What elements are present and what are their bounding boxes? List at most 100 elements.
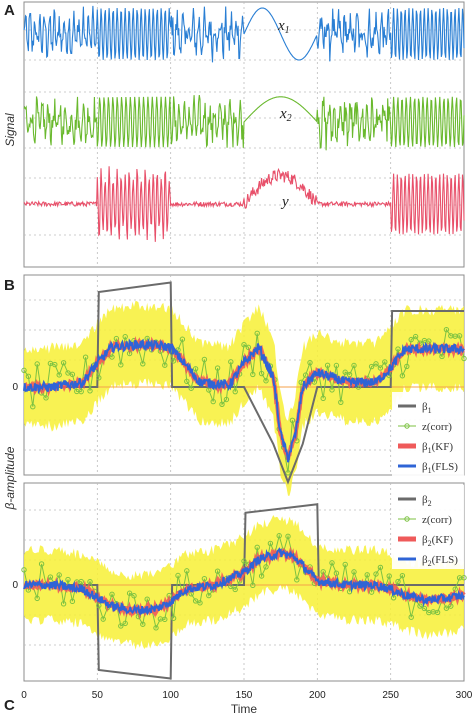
panel-c-corr-point [197,600,203,606]
panel-c-corr-point [399,572,406,579]
panel-b-corr-point [351,362,357,369]
panel-b-corr-point [21,367,27,374]
panel-c-corr-point [276,533,282,539]
panel-b-corr-point [25,373,32,380]
panel-c-corr-point [170,615,177,621]
panel-c-corr-point [206,592,212,599]
panel-b-corr-point [87,388,93,394]
panel-b-corr-point [96,375,102,381]
x-tick-label: 250 [382,690,399,701]
panel-c-fls-line [23,547,465,616]
panel-b-corr-point [338,399,344,406]
panel-b-corr-point [324,362,331,369]
legend-label: z(corr) [422,514,452,526]
panel-c-corr-point [184,568,190,574]
signal-y-line [23,166,465,242]
signal-x2-line [23,95,465,151]
panel-c-corr-point [395,578,401,585]
legend-panel-c: β2 z(corr) β2(KF) β2(FLS) [392,485,464,569]
signal-x1-line [23,5,465,63]
panel-b-corr-point [162,362,168,368]
panel-c-corr-point [346,588,353,595]
panel-c-corr-point [65,576,71,583]
panel-b-corr-point [263,378,269,384]
panel-c-corr-point [192,598,199,604]
panel-c-corr-point [294,577,300,583]
panel-c-corr-point [100,616,106,622]
panel-b-corr-point [399,373,406,379]
panel-c-corr-point [351,569,357,575]
panel-b-corr-point [395,346,401,352]
legend-panel-b: β1 z(corr) β1(KF) β1(FLS) [392,392,464,476]
panel-b-corr-point [179,336,186,342]
legend-label: β2(KF) [422,534,453,548]
x-axis-title: Time [231,702,258,716]
x-tick-label: 150 [236,690,253,701]
x-tick-label: 0 [21,690,27,701]
panel-b-corr-point [382,359,388,365]
panel-c-corr-point [56,572,62,578]
panel-c-corr-point [254,544,260,550]
panel-c-corr-point [263,564,269,570]
panel-b-corr-point [368,363,375,370]
panel-c-corr-point [461,575,467,581]
panel-b-corr-point [223,396,230,403]
panel-b-corr-point [250,371,256,378]
panel-c-corr-point [364,572,370,578]
panel-b-corr-point [219,401,225,407]
panel-b-corr-point [30,404,36,410]
panel-b-corr-point [34,361,40,367]
panel-c-corr-point [368,589,375,595]
panel-c-corr-point [408,614,414,620]
panel-c-corr-point [87,579,93,585]
panel-c-corr-point [144,596,150,602]
panel-b-corr-point [241,341,247,348]
panel-b-corr-point [439,353,445,360]
panel-c-corr-point [417,603,423,609]
panel-c-corr-point [342,561,348,568]
panel-b-corr-point [320,395,326,402]
panel-b-corr-point [456,333,463,339]
panel-b-corr-point [461,355,467,362]
panel-c-corr-point [258,573,265,579]
panel-b-corr-point [109,354,115,360]
panel-c-corr-point [390,595,397,601]
panel-c-corr-point [109,591,115,598]
legend-label: β1 [422,401,432,415]
panel-letter-a: A [4,2,15,19]
panel-b-corr-point [52,361,58,368]
panel-b-corr-point [329,387,335,393]
panel-b-fls-line [23,338,465,463]
panel-b-corr-point [307,359,313,366]
panel-b-corr-point [258,370,265,377]
signal-label-y: y [280,194,289,210]
panel-c-corr-point [386,573,392,579]
legend-marker [404,516,410,522]
panel-b-corr-point [192,366,199,372]
panel-b-corr-point [404,363,410,370]
legend-label: β2 [422,494,432,508]
panel-c-corr-point [377,564,384,571]
panel-c-corr-point [21,567,27,573]
panel-b-corr-point [377,365,384,371]
panel-c-corr-point [175,572,181,579]
y-axis-title-beta: β-amplitude [3,446,17,510]
panel-c-corr-point [60,601,67,607]
panel-c-corr-point [421,605,428,612]
panel-letter-b: B [4,277,15,294]
x-tick-label: 100 [162,690,179,701]
panel-b-corr-point [184,378,190,385]
panel-c-corr-point [162,616,168,623]
x-tick-label: 300 [456,690,473,701]
panel-c-corr-point [214,568,221,574]
panel-c-corr-point [131,593,137,599]
legend-label: β1(FLS) [422,461,458,475]
panel-b-corr-point [232,388,238,395]
panel-b-corr-point [78,388,84,395]
panel-c-corr-point [47,574,54,580]
panel-c-corr-point [434,609,441,616]
x-tick-label: 50 [92,690,104,701]
legend-label: β2(FLS) [422,554,458,568]
panel-c-corr-point [34,595,40,602]
panel-b-corr-point [333,362,340,369]
